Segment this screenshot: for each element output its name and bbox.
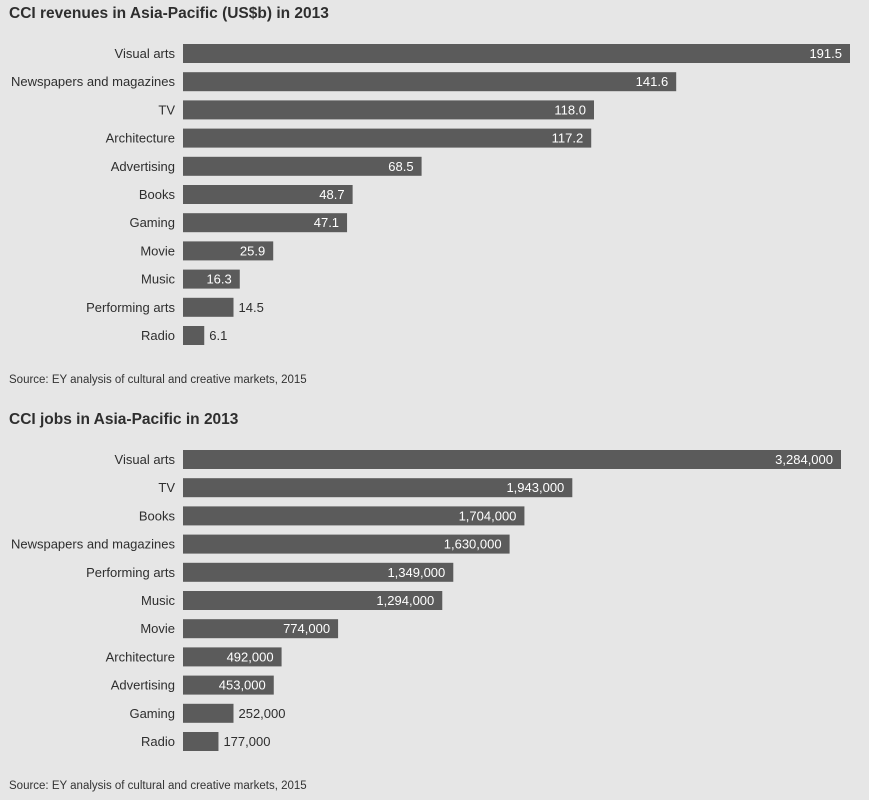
value-label-tv: 118.0 [554, 102, 586, 117]
value-label-movie: 774,000 [283, 621, 330, 636]
revenues-chart-source: Source: EY analysis of cultural and crea… [9, 374, 307, 386]
category-label-books: Books [139, 508, 176, 523]
bar-architecture [183, 647, 282, 667]
category-label-newspapers-and-magazines: Newspapers and magazines [11, 537, 176, 552]
category-label-movie: Movie [140, 621, 175, 636]
bar-movie [183, 619, 339, 639]
category-label-music: Music [141, 593, 175, 608]
bar-music [183, 591, 443, 610]
category-label-visual-arts: Visual arts [115, 46, 176, 61]
value-label-performing-arts: 14.5 [239, 300, 264, 315]
category-label-radio: Radio [141, 734, 175, 749]
category-label-performing-arts: Performing arts [86, 565, 175, 580]
value-label-advertising: 453,000 [219, 678, 266, 693]
value-label-movie: 25.9 [240, 243, 265, 258]
revenues-bar-chart: Visual arts 191.5 Newspapers and magazines… [11, 44, 850, 345]
category-label-tv: TV [158, 102, 175, 117]
value-label-music: 1,294,000 [376, 593, 434, 608]
bar-advertising [183, 675, 274, 695]
category-label-radio: Radio [141, 328, 175, 343]
bar-advertising [183, 156, 422, 176]
bar-visual-arts [183, 44, 850, 63]
category-label-books: Books [139, 187, 176, 202]
value-label-music: 16.3 [206, 272, 231, 287]
category-label-architecture: Architecture [106, 649, 175, 664]
category-label-movie: Movie [140, 243, 175, 258]
value-label-newspapers-and-magazines: 1,630,000 [444, 537, 502, 552]
revenues-chart-title: CCI revenues in Asia-Pacific (US$b) in 2… [9, 5, 329, 22]
category-label-newspapers-and-magazines: Newspapers and magazines [11, 74, 176, 89]
bar-radio [183, 326, 205, 345]
jobs-chart-source: Source: EY analysis of cultural and crea… [9, 780, 307, 792]
value-label-newspapers-and-magazines: 141.6 [636, 74, 669, 89]
value-label-gaming: 47.1 [314, 215, 339, 230]
category-label-visual-arts: Visual arts [115, 452, 176, 467]
category-label-advertising: Advertising [111, 159, 175, 174]
category-label-gaming: Gaming [129, 215, 175, 230]
bar-radio [183, 732, 219, 751]
bar-gaming [183, 213, 348, 233]
value-label-radio: 177,000 [223, 734, 270, 749]
bar-books [183, 185, 353, 204]
bar-performing-arts [183, 297, 234, 317]
bar-books [183, 506, 525, 526]
category-label-tv: TV [158, 480, 175, 495]
bar-tv [183, 478, 573, 498]
value-label-books: 1,704,000 [459, 508, 517, 523]
value-label-advertising: 68.5 [388, 159, 413, 174]
category-label-advertising: Advertising [111, 678, 175, 693]
value-label-visual-arts: 3,284,000 [775, 452, 833, 467]
value-label-visual-arts: 191.5 [809, 46, 842, 61]
jobs-chart-title: CCI jobs in Asia-Pacific in 2013 [9, 411, 239, 428]
category-label-architecture: Architecture [106, 131, 175, 146]
bar-gaming [183, 703, 234, 723]
value-label-gaming: 252,000 [238, 706, 285, 721]
bar-newspapers-and-magazines [183, 72, 677, 92]
bar-tv [183, 100, 594, 120]
jobs-bar-chart: Visual arts 3,284,000 TV 1,943,000 Books 1,70… [11, 450, 841, 751]
value-label-books: 48.7 [319, 187, 344, 202]
bar-music [183, 269, 240, 289]
bar-movie [183, 241, 274, 261]
value-label-tv: 1,943,000 [506, 480, 564, 495]
bar-architecture [183, 128, 592, 148]
category-label-music: Music [141, 272, 175, 287]
bar-performing-arts [183, 562, 454, 582]
value-label-performing-arts: 1,349,000 [387, 565, 445, 580]
category-label-performing-arts: Performing arts [86, 300, 175, 315]
bar-newspapers-and-magazines [183, 534, 510, 554]
value-label-architecture: 117.2 [552, 131, 584, 146]
bar-visual-arts [183, 450, 841, 469]
category-label-gaming: Gaming [129, 706, 175, 721]
value-label-radio: 6.1 [209, 328, 227, 343]
value-label-architecture: 492,000 [227, 649, 274, 664]
